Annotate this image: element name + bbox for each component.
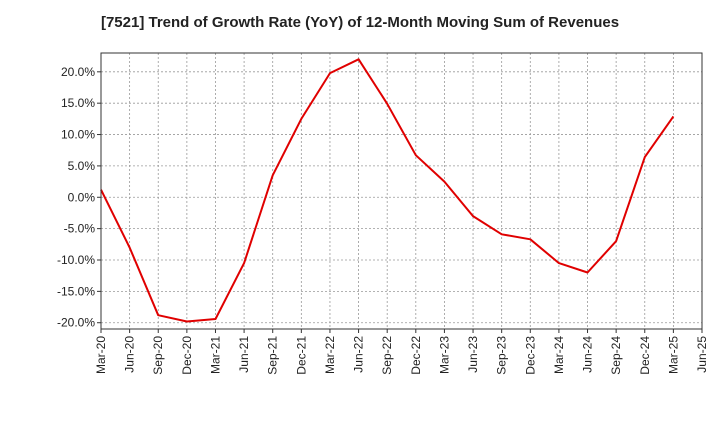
y-tick-label: 20.0% [61, 65, 95, 79]
series-line [100, 58, 675, 323]
x-tick-label: Jun-23 [466, 336, 480, 373]
x-tick-label: Sep-20 [151, 336, 165, 375]
y-tick-label: -10.0% [57, 253, 95, 267]
x-tick-label: Jun-20 [123, 336, 137, 373]
x-tick-label: Jun-21 [237, 336, 251, 373]
x-tick-label: Mar-25 [666, 336, 680, 374]
x-tick-label: Jun-24 [581, 336, 595, 373]
grid-lines [101, 53, 702, 329]
y-tick-label: -20.0% [57, 316, 95, 330]
plot-area [101, 53, 702, 329]
x-tick-label: Sep-21 [266, 336, 280, 375]
y-tick-label: 5.0% [68, 159, 96, 173]
x-tick-label: Dec-22 [409, 336, 423, 375]
chart-title: [7521] Trend of Growth Rate (YoY) of 12-… [100, 14, 620, 31]
series-layer [100, 58, 675, 323]
y-tick-label: 15.0% [61, 96, 95, 110]
x-tick-label: Mar-21 [208, 336, 222, 374]
x-tick-label: Dec-21 [294, 336, 308, 375]
x-tick-label: Mar-23 [437, 336, 451, 374]
x-tick-label: Sep-24 [609, 336, 623, 375]
x-tick-label: Sep-22 [380, 336, 394, 375]
x-tick-label: Dec-24 [638, 336, 652, 375]
y-tick-label: 10.0% [61, 128, 95, 142]
x-axis: Mar-20 Jun-20 Sep-20 Dec-20 Mar-21 Jun-21 Sep-… [94, 329, 709, 375]
y-tick-label: 0.0% [68, 190, 96, 204]
x-tick-label: Jun-22 [352, 336, 366, 373]
x-tick-label: Jun-25 [695, 336, 709, 373]
y-tick-label: -15.0% [57, 284, 95, 298]
x-tick-label: Mar-20 [94, 336, 108, 374]
y-tick-label: -5.0% [64, 222, 96, 236]
plot-frame [100, 52, 703, 330]
x-tick-label: Mar-24 [552, 336, 566, 374]
x-tick-label: Dec-23 [523, 336, 537, 375]
x-tick-label: Sep-23 [495, 336, 509, 375]
x-tick-label: Dec-20 [180, 336, 194, 375]
x-tick-label: Mar-22 [323, 336, 337, 374]
y-axis: 20.0% 15.0% 10.0% 5.0% 0.0% -5.0% -10.0% -15.0%… [57, 65, 101, 330]
